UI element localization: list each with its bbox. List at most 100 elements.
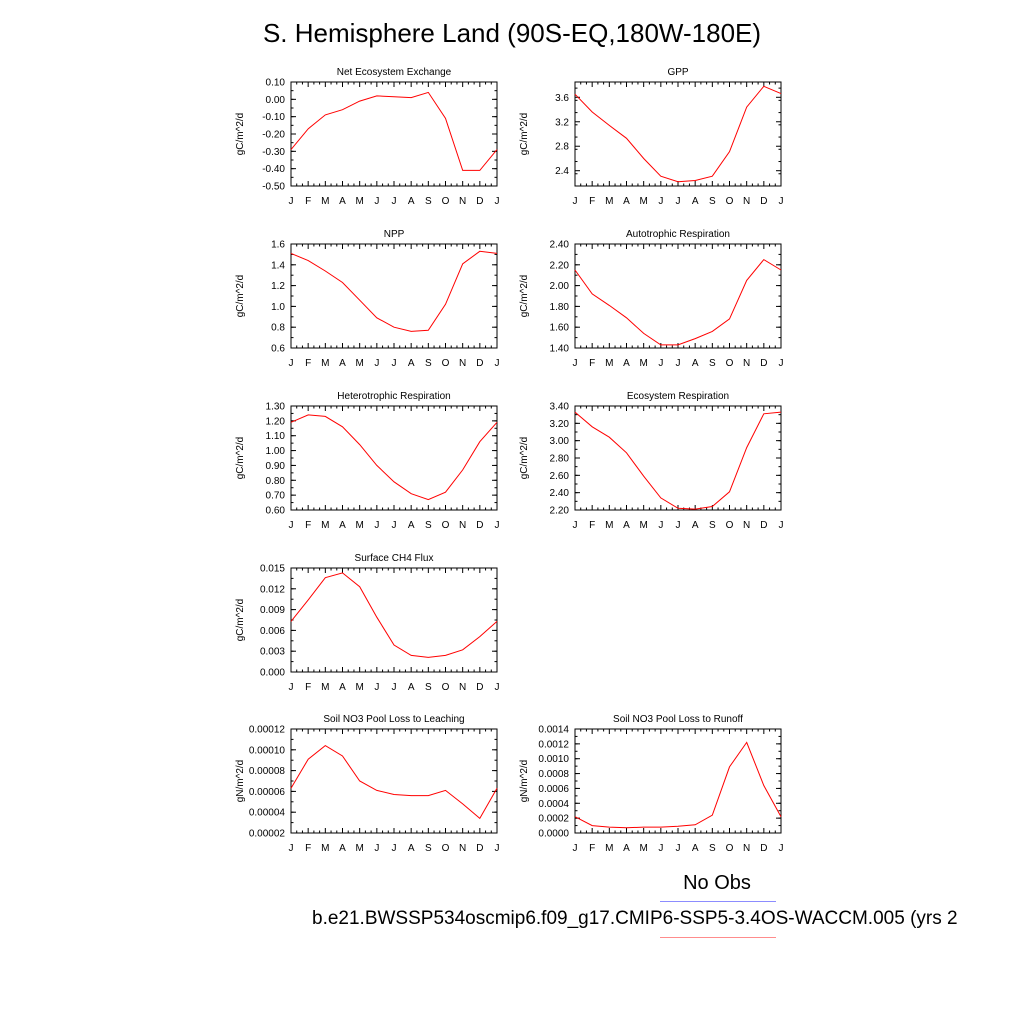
- x-tick-label: J: [573, 843, 578, 854]
- y-tick-label: 3.40: [550, 402, 570, 413]
- x-tick-label: D: [760, 843, 767, 854]
- panel-title: Net Ecosystem Exchange: [337, 67, 452, 78]
- x-tick-label: J: [392, 196, 397, 207]
- series-line: [574, 85, 782, 183]
- series-line: [290, 250, 498, 332]
- x-tick-label: O: [442, 843, 450, 854]
- y-tick-label: 1.0: [271, 302, 285, 313]
- y-tick-label: 3.20: [550, 419, 570, 430]
- panel-title: GPP: [667, 67, 688, 78]
- x-tick-label: J: [573, 520, 578, 531]
- x-tick-label: J: [374, 682, 379, 693]
- x-tick-label: O: [726, 520, 734, 531]
- x-tick-label: M: [355, 196, 363, 207]
- y-tick-label: 1.00: [266, 446, 286, 457]
- y-tick-label: 2.4: [555, 166, 569, 177]
- y-tick-label: 0.00002: [249, 829, 286, 840]
- y-tick-label: 0.0010: [538, 754, 569, 765]
- y-tick-label: 2.00: [550, 281, 570, 292]
- x-tick-label: M: [355, 843, 363, 854]
- series-line: [290, 572, 498, 658]
- x-tick-label: A: [408, 843, 415, 854]
- x-tick-label: S: [425, 196, 432, 207]
- y-tick-label: 2.8: [555, 142, 569, 153]
- x-tick-label: A: [692, 520, 699, 531]
- x-tick-label: F: [305, 520, 311, 531]
- x-tick-label: J: [779, 358, 784, 369]
- y-tick-label: 3.6: [555, 93, 569, 104]
- x-tick-label: A: [339, 520, 346, 531]
- x-tick-label: S: [425, 843, 432, 854]
- plot-frame: [574, 81, 782, 187]
- x-tick-label: A: [623, 196, 630, 207]
- y-tick-label: 1.60: [550, 323, 570, 334]
- x-tick-label: N: [743, 520, 750, 531]
- series-line: [290, 414, 498, 501]
- x-tick-label: N: [743, 196, 750, 207]
- panel-title: Soil NO3 Pool Loss to Leaching: [323, 714, 464, 725]
- x-tick-label: J: [374, 196, 379, 207]
- y-tick-label: 0.90: [266, 461, 286, 472]
- series-line: [290, 744, 498, 820]
- x-tick-label: M: [321, 196, 329, 207]
- x-tick-label: N: [459, 520, 466, 531]
- x-tick-label: D: [760, 358, 767, 369]
- y-tick-label: 0.00006: [249, 787, 286, 798]
- x-tick-label: M: [355, 358, 363, 369]
- x-tick-label: D: [476, 358, 483, 369]
- y-tick-label: 3.00: [550, 436, 570, 447]
- plot-frame: [290, 405, 498, 511]
- x-tick-label: J: [658, 196, 663, 207]
- x-tick-label: O: [442, 196, 450, 207]
- x-tick-label: J: [289, 682, 294, 693]
- y-tick-label: 0.006: [260, 626, 285, 637]
- y-tick-label: 0.009: [260, 605, 285, 616]
- x-tick-label: M: [639, 520, 647, 531]
- plot-frame: [574, 243, 782, 349]
- x-tick-label: J: [573, 358, 578, 369]
- x-tick-label: F: [305, 682, 311, 693]
- y-tick-label: 0.00012: [249, 725, 286, 736]
- x-tick-label: J: [289, 843, 294, 854]
- x-tick-label: N: [743, 843, 750, 854]
- x-tick-label: A: [408, 196, 415, 207]
- x-tick-label: M: [321, 520, 329, 531]
- y-tick-label: -0.20: [262, 130, 285, 141]
- x-tick-label: D: [760, 196, 767, 207]
- x-tick-label: N: [459, 682, 466, 693]
- y-tick-label: 2.40: [550, 240, 570, 251]
- y-tick-label: 0.00004: [249, 808, 286, 819]
- series-line: [574, 741, 782, 829]
- x-tick-label: M: [321, 843, 329, 854]
- y-tick-label: 0.0006: [538, 784, 569, 795]
- x-tick-label: A: [623, 520, 630, 531]
- plot-frame: [290, 728, 498, 834]
- x-tick-label: N: [459, 843, 466, 854]
- y-tick-label: 0.015: [260, 564, 285, 575]
- x-tick-label: J: [392, 843, 397, 854]
- x-tick-label: J: [289, 520, 294, 531]
- x-tick-label: M: [321, 682, 329, 693]
- x-tick-label: J: [392, 358, 397, 369]
- x-tick-label: J: [495, 358, 500, 369]
- x-tick-label: M: [605, 196, 613, 207]
- x-tick-label: A: [339, 843, 346, 854]
- plot-frame: [290, 243, 498, 349]
- x-tick-label: J: [779, 843, 784, 854]
- x-tick-label: A: [339, 682, 346, 693]
- y-tick-label: 1.2: [271, 281, 285, 292]
- x-tick-label: D: [476, 196, 483, 207]
- x-tick-label: J: [374, 843, 379, 854]
- y-tick-label: 0.00008: [249, 766, 286, 777]
- x-tick-label: A: [339, 358, 346, 369]
- x-tick-label: S: [425, 520, 432, 531]
- y-axis-label: gN/m^2/d: [235, 760, 246, 803]
- x-tick-label: F: [589, 520, 595, 531]
- x-tick-label: J: [392, 682, 397, 693]
- x-tick-label: S: [709, 358, 716, 369]
